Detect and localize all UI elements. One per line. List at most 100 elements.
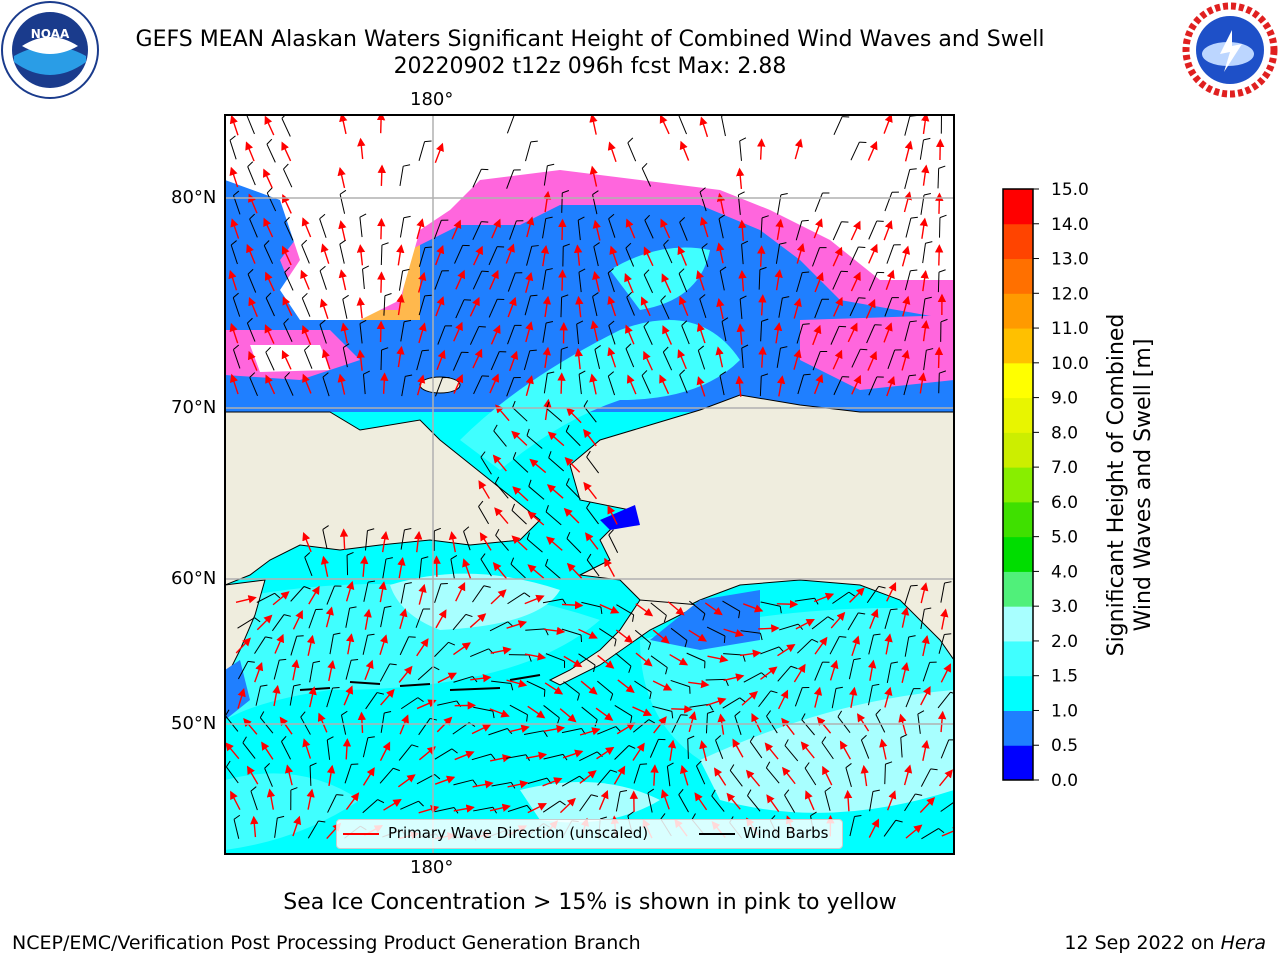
wind-barb <box>740 630 761 634</box>
wind-barb-feather <box>247 268 254 275</box>
wind-barb <box>418 718 431 736</box>
wind-barb <box>416 350 423 371</box>
top-lon-label: 180° <box>410 89 454 110</box>
wind-barb <box>380 350 383 371</box>
wave-direction-arrow <box>632 742 645 761</box>
wave-direction-arrow <box>343 685 354 706</box>
wind-barb <box>814 192 823 212</box>
wind-barb <box>586 507 599 525</box>
wave-direction-arrow <box>399 714 409 735</box>
wind-barb <box>399 166 404 187</box>
wave-direction-arrow <box>418 322 427 344</box>
wind-barb <box>739 140 742 161</box>
wave-direction-arrow <box>491 218 501 239</box>
wind-barb <box>759 376 762 397</box>
wind-barb <box>904 321 911 342</box>
wind-barb <box>794 597 815 602</box>
wind-barb <box>831 688 837 709</box>
wind-barb <box>850 141 860 161</box>
wave-direction-arrow <box>337 373 346 395</box>
wind-barb-feather <box>615 726 621 732</box>
wind-barb-feather <box>381 242 389 246</box>
wind-barb-feather <box>403 215 411 219</box>
wind-barb <box>705 678 726 681</box>
wave-direction-arrow <box>699 216 709 238</box>
wind-barb <box>319 324 327 344</box>
noaa-logo-text: NOAA <box>31 27 70 41</box>
wave-direction-arrow <box>489 269 499 290</box>
wind-barb-feather <box>741 344 749 349</box>
wind-barb <box>543 753 564 760</box>
wind-barb <box>904 585 912 606</box>
wind-barb-feather <box>577 216 585 221</box>
wind-barb <box>225 766 239 784</box>
wind-barb <box>506 115 515 134</box>
wind-barb-feather <box>890 608 898 611</box>
wave-direction-arrow <box>650 764 659 786</box>
wave-direction-arrow <box>696 376 706 397</box>
wave-direction-arrow <box>773 322 783 344</box>
wind-barb-feather <box>691 813 696 820</box>
wind-barb-feather <box>404 582 412 585</box>
wind-barb-feather <box>528 479 532 487</box>
wave-direction-arrow <box>741 690 758 706</box>
wave-direction-arrow <box>327 659 336 682</box>
wave-direction-arrow <box>921 115 930 135</box>
wind-barb <box>418 141 426 161</box>
wave-direction-arrow <box>281 349 292 370</box>
wind-barb <box>644 220 654 239</box>
wind-barb <box>633 764 641 784</box>
wind-barb <box>365 692 378 710</box>
wind-barb <box>711 795 725 812</box>
wind-barb <box>565 431 581 447</box>
wind-barb <box>814 661 823 681</box>
wind-barb <box>339 244 345 264</box>
wind-barb <box>418 295 426 316</box>
coastal-shallow <box>650 590 760 650</box>
wave-direction-arrow <box>357 711 367 733</box>
wind-barb <box>670 627 688 641</box>
wave-direction-arrow <box>776 375 786 397</box>
wave-direction-arrow <box>868 818 879 838</box>
wind-barb-feather <box>434 527 441 532</box>
wind-barb <box>597 726 616 735</box>
wind-barb <box>867 685 873 706</box>
wind-barb-feather <box>318 820 326 823</box>
wind-barb-feather <box>679 217 686 223</box>
wave-direction-arrow <box>758 294 767 316</box>
wind-barb <box>380 245 383 266</box>
wind-barb <box>472 169 482 188</box>
wind-barb-feather <box>930 768 938 771</box>
wave-direction-arrow <box>607 295 617 317</box>
wave-direction-arrow <box>793 663 806 683</box>
wind-barb-feather <box>663 615 667 623</box>
wind-barb <box>256 592 275 603</box>
wind-barb <box>284 222 294 241</box>
wind-barb-feather <box>421 556 429 560</box>
wind-barb-feather <box>872 683 880 687</box>
wind-barb-feather <box>480 553 486 560</box>
wind-barb <box>322 529 328 550</box>
wind-barb <box>327 794 337 813</box>
wind-barb <box>829 636 840 655</box>
wind-barb <box>450 558 455 579</box>
wave-direction-arrow <box>813 373 824 395</box>
wave-direction-arrow <box>589 115 598 135</box>
wave-direction-arrow <box>453 642 471 656</box>
wind-barb-feather <box>660 813 666 820</box>
wave-direction-arrow <box>243 717 258 735</box>
wave-direction-arrow <box>261 741 274 760</box>
wind-barb <box>229 140 237 160</box>
wave-direction-arrow <box>884 633 893 655</box>
wind-barb <box>741 347 744 369</box>
wave-direction-arrow <box>435 609 447 629</box>
wind-barb-feather <box>332 686 340 689</box>
wind-barb <box>760 217 763 238</box>
wind-barb-feather <box>765 761 771 769</box>
wave-direction-arrow <box>867 140 878 161</box>
wind-barb <box>242 742 256 759</box>
wind-barb <box>362 799 379 814</box>
wind-barb-feather <box>910 269 918 272</box>
wave-direction-arrow <box>562 749 584 759</box>
wave-direction-arrow <box>775 218 784 240</box>
